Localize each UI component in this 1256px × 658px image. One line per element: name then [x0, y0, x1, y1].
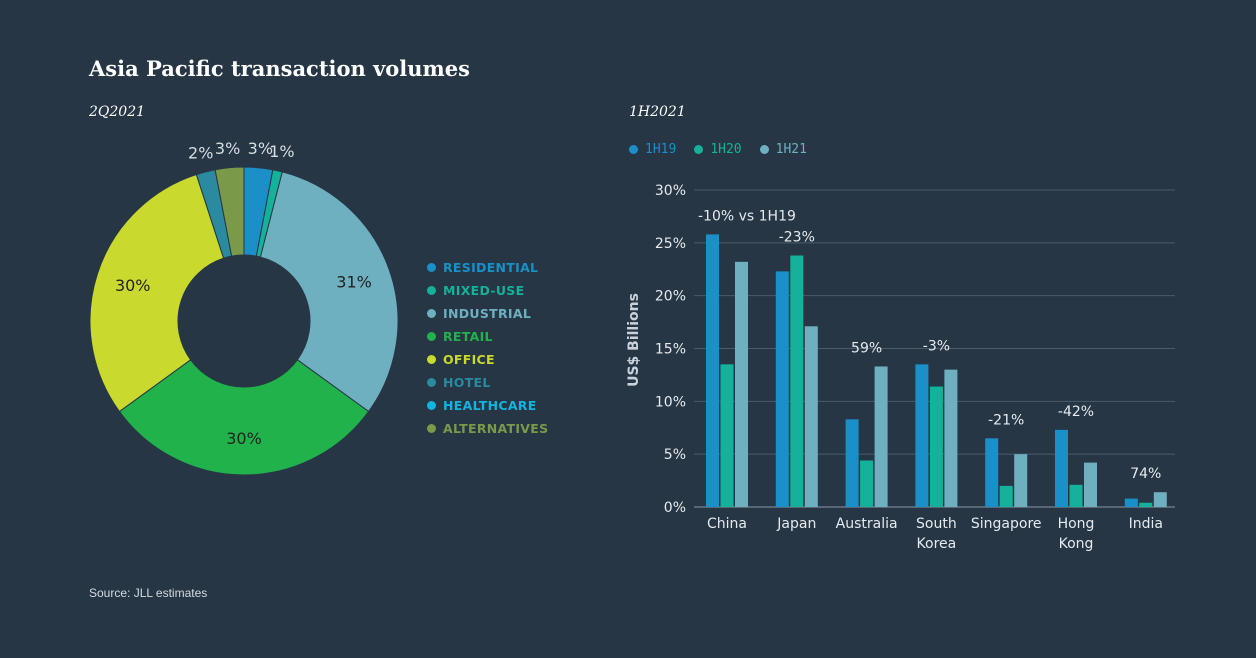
legend-dot	[427, 263, 436, 272]
bar-subtitle: 1H2021	[629, 104, 686, 120]
x-tick-label: South	[916, 516, 957, 532]
bar-1h21	[1153, 492, 1167, 507]
bar-1h19	[775, 271, 789, 507]
legend-dot	[427, 332, 436, 341]
legend-dot	[629, 145, 638, 154]
y-axis-label: US$ Billions	[626, 293, 642, 387]
bar-1h21	[1014, 454, 1028, 507]
bar-legend-item: 1H21	[759, 142, 807, 157]
bar-annotation: -23%	[779, 230, 815, 246]
bar-1h19	[706, 234, 719, 507]
legend-label: RESIDENTIAL	[443, 260, 539, 275]
bar-legend: 1H19 1H20 1H21	[629, 142, 807, 157]
bar-1h19	[1055, 429, 1068, 507]
x-tick-label: Japan	[776, 516, 816, 532]
legend-label: OFFICE	[443, 352, 495, 367]
y-tick-label: 30%	[655, 183, 686, 199]
donut-legend-item: OFFICE	[427, 348, 548, 371]
donut-legend-item: INDUSTRIAL	[427, 302, 548, 325]
legend-dot	[759, 145, 769, 154]
legend-label: ALTERNATIVES	[443, 421, 549, 436]
bar-1h20	[1069, 484, 1083, 507]
donut-label-office: 30%	[115, 276, 151, 295]
bar-1h20	[720, 364, 734, 507]
bar-1h20	[929, 386, 943, 507]
donut-label-retail: 30%	[226, 429, 262, 448]
donut-label-residential: 3%	[248, 139, 273, 158]
x-tick-label: Kong	[1059, 536, 1094, 552]
legend-label: 1H21	[775, 142, 807, 157]
donut-slice-office	[89, 173, 225, 413]
legend-dot	[694, 145, 704, 154]
bar-1h20	[1139, 502, 1153, 507]
donut-slice-retail	[118, 359, 370, 476]
donut-slice-industrial	[259, 171, 399, 413]
legend-dot	[427, 355, 436, 364]
donut-subtitle: 2Q2021	[89, 104, 146, 120]
donut-legend-item: MIXED-USE	[427, 279, 548, 302]
bar-1h20	[999, 485, 1013, 507]
bar-1h21	[735, 261, 748, 507]
bar-1h19	[915, 364, 929, 507]
bar-1h20	[860, 460, 874, 507]
source-note: Source: JLL estimates	[89, 586, 208, 600]
donut-legend-item: ALTERNATIVES	[427, 417, 548, 440]
y-tick-label: 5%	[664, 447, 686, 463]
bar-1h21	[1084, 462, 1097, 507]
legend-label: 1H19	[645, 142, 677, 157]
legend-dot	[427, 401, 436, 410]
chart-title: Asia Pacific transaction volumes	[89, 56, 470, 81]
y-tick-label: 25%	[655, 236, 686, 252]
bar-1h20	[790, 255, 804, 507]
donut-label-industrial: 31%	[336, 272, 372, 291]
y-tick-label: 15%	[655, 342, 686, 358]
legend-dot	[427, 286, 436, 295]
bar-annotation: -10% vs 1H19	[698, 208, 796, 224]
bar-1h19	[1124, 498, 1138, 507]
donut-legend-item: HEALTHCARE	[427, 394, 548, 417]
x-tick-label: Australia	[836, 516, 898, 532]
y-tick-label: 20%	[655, 289, 686, 305]
donut-legend: RESIDENTIAL MIXED-USE INDUSTRIAL RETAIL OFFI…	[427, 256, 548, 440]
bar-annotation: -3%	[923, 338, 950, 354]
donut-label-alternatives: 3%	[215, 139, 240, 158]
y-tick-label: 0%	[664, 500, 686, 516]
legend-label: HOTEL	[443, 375, 491, 390]
x-tick-label: India	[1129, 516, 1163, 532]
donut-slice-alternatives	[214, 166, 245, 257]
x-tick-label: Korea	[917, 536, 957, 552]
x-tick-label: Singapore	[971, 516, 1042, 532]
legend-label: HEALTHCARE	[443, 398, 537, 413]
donut-label-hotel: 2%	[188, 143, 213, 162]
bar-1h21	[804, 326, 818, 507]
y-tick-label: 10%	[655, 394, 686, 410]
donut-legend-item: RESIDENTIAL	[427, 256, 548, 279]
bar-annotation: 74%	[1130, 466, 1161, 482]
legend-label: MIXED-USE	[443, 283, 525, 298]
donut-legend-item: RETAIL	[427, 325, 548, 348]
bar-1h21	[874, 366, 888, 507]
bar-1h19	[985, 438, 999, 507]
bar-1h19	[845, 419, 859, 507]
bar-annotation: -42%	[1058, 404, 1094, 420]
bar-legend-item: 1H19	[629, 142, 676, 157]
donut-legend-item: HOTEL	[427, 371, 548, 394]
x-tick-label: China	[707, 516, 747, 532]
legend-dot	[427, 309, 436, 318]
donut-label-mixed-use: 1%	[269, 142, 294, 161]
bar-annotation: -21%	[988, 412, 1024, 428]
x-tick-label: Hong	[1058, 516, 1095, 532]
legend-dot	[427, 424, 436, 433]
legend-label: RETAIL	[443, 329, 493, 344]
legend-label: INDUSTRIAL	[443, 306, 532, 321]
bar-legend-item: 1H20	[694, 142, 742, 157]
legend-label: 1H20	[710, 142, 742, 157]
legend-dot	[427, 378, 436, 387]
bar-1h21	[944, 369, 958, 507]
bar-annotation: 59%	[851, 340, 882, 356]
